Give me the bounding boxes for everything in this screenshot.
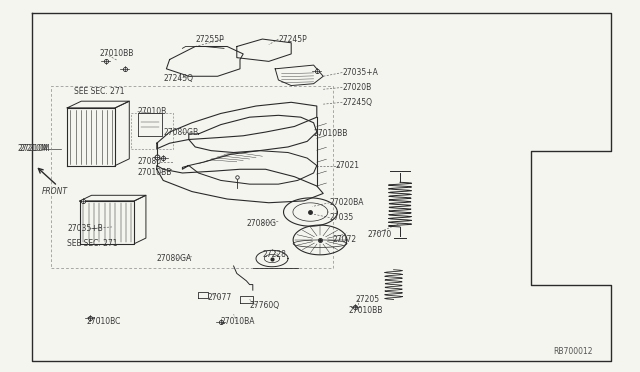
Text: 27010B: 27010B: [138, 107, 167, 116]
Text: FRONT: FRONT: [42, 187, 68, 196]
Text: 27035+B: 27035+B: [67, 224, 103, 233]
Text: 27010BB: 27010BB: [314, 129, 348, 138]
Text: 27760Q: 27760Q: [250, 301, 280, 310]
Text: 27080G: 27080G: [246, 219, 276, 228]
Text: RB700012: RB700012: [554, 347, 593, 356]
Text: 27080: 27080: [138, 157, 162, 166]
Text: 27035: 27035: [330, 213, 354, 222]
Text: 27077: 27077: [208, 293, 232, 302]
Text: 27020BA: 27020BA: [330, 198, 364, 207]
Text: 27228: 27228: [262, 250, 286, 259]
Text: 27021: 27021: [336, 161, 360, 170]
Text: 27245P: 27245P: [278, 35, 307, 44]
Text: 27010BB: 27010BB: [349, 306, 383, 315]
Text: 27245Q: 27245Q: [342, 98, 372, 107]
Text: 27010BB: 27010BB: [99, 49, 134, 58]
Text: 27205: 27205: [355, 295, 380, 304]
Text: 27020B: 27020B: [342, 83, 372, 92]
Text: 27080GB: 27080GB: [163, 128, 198, 137]
Text: 27072: 27072: [333, 235, 357, 244]
Text: 27255P: 27255P: [195, 35, 224, 44]
Text: 27035+A: 27035+A: [342, 68, 378, 77]
Text: 27070: 27070: [368, 230, 392, 239]
Text: 27210M: 27210M: [19, 144, 50, 153]
Text: 27010BA: 27010BA: [221, 317, 255, 326]
Text: 27245Q: 27245Q: [163, 74, 193, 83]
Text: SEE SEC. 271: SEE SEC. 271: [67, 239, 118, 248]
Text: SEE SEC. 271: SEE SEC. 271: [74, 87, 124, 96]
Text: 27010BB: 27010BB: [138, 169, 172, 177]
Text: 27080GA: 27080GA: [157, 254, 192, 263]
Text: 27010BC: 27010BC: [86, 317, 121, 326]
Text: 27210M: 27210M: [18, 144, 49, 153]
